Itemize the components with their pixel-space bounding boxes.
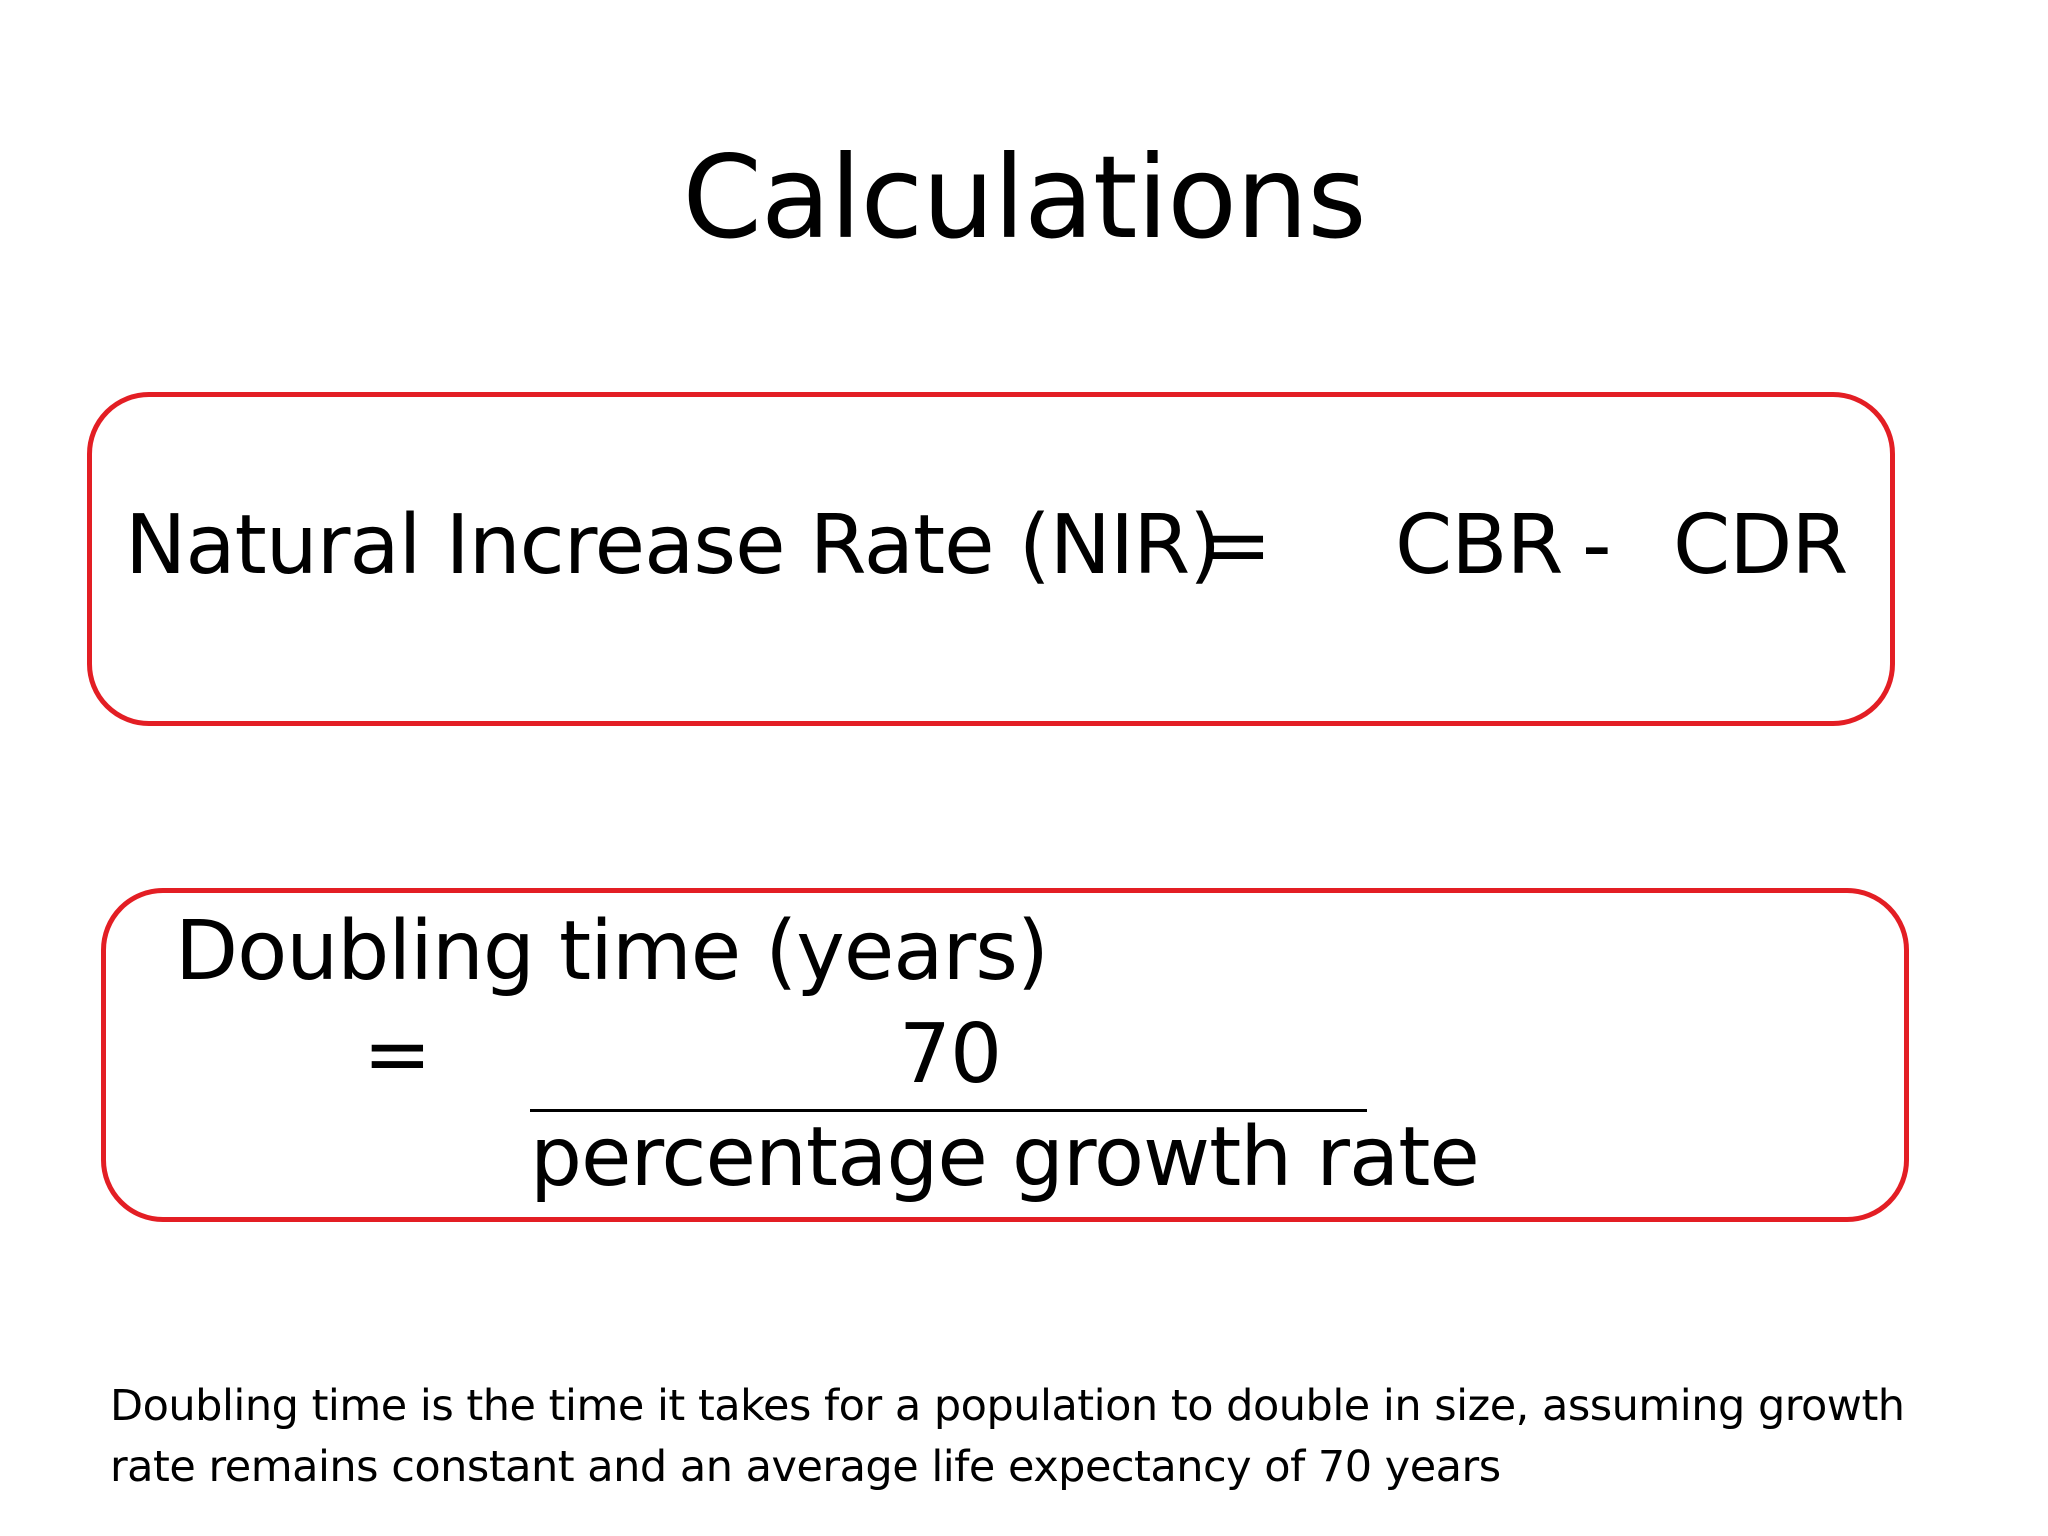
nir-formula-box	[87, 392, 1895, 726]
nir-equals-sign: =	[1203, 498, 1272, 593]
fraction-numerator: 70	[898, 1007, 1002, 1102]
footnote: Doubling time is the time it takes for a…	[110, 1376, 1970, 1498]
doubling-time-label: Doubling time (years)	[175, 904, 1049, 999]
doubling-time-equals-sign: =	[363, 1007, 432, 1102]
footnote-line-2: rate remains constant and an average lif…	[110, 1442, 1501, 1492]
nir-label: Natural Increase Rate (NIR)	[125, 498, 1221, 593]
fraction-denominator: percentage growth rate	[530, 1110, 1480, 1205]
nir-minus-sign: -	[1582, 498, 1612, 593]
footnote-line-1: Doubling time is the time it takes for a…	[110, 1381, 1905, 1431]
doubling-time-formula-box	[101, 888, 1909, 1222]
nir-term-cbr: CBR	[1395, 498, 1563, 593]
fraction-bar	[530, 1109, 1367, 1112]
slide-title: Calculations	[682, 131, 1366, 264]
nir-term-cdr: CDR	[1673, 498, 1848, 593]
